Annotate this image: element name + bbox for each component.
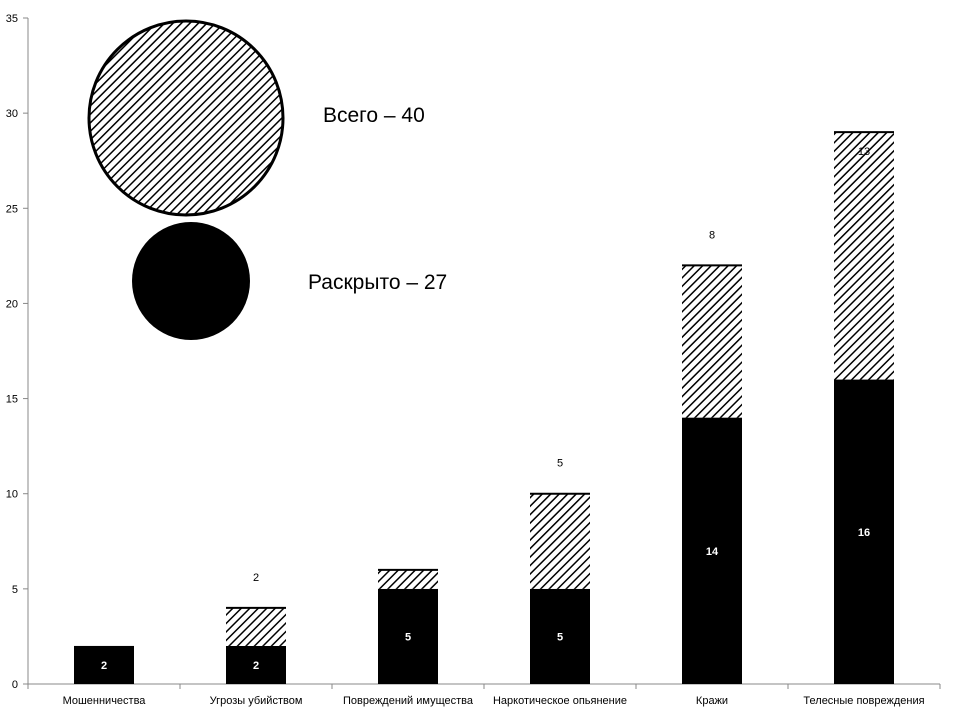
y-tick-label: 35 (6, 13, 18, 25)
bar-unsolved (378, 569, 438, 589)
legend-total-label: Всего – 40 (323, 104, 425, 127)
x-ticks (27, 684, 941, 689)
data-label-solved: 16 (858, 527, 870, 539)
bar-unsolved (530, 493, 590, 589)
bar-solved (834, 379, 894, 684)
data-label-solved: 2 (101, 660, 107, 672)
data-label-solved: 5 (557, 631, 563, 643)
bars (74, 131, 894, 684)
bar-unsolved (226, 607, 286, 646)
data-labels: 2 2 2 5 5 5 14 8 16 13 (101, 146, 870, 672)
bar-unsolved (834, 132, 894, 380)
bar-solved (378, 588, 438, 684)
bar-solved (226, 645, 286, 684)
data-label-unsolved: 8 (709, 229, 715, 241)
bar-unsolved (682, 265, 742, 418)
legend: Всего – 40 Раскрыто – 27 (87, 19, 447, 340)
y-ticks: 0 5 10 15 20 25 30 35 (6, 13, 28, 691)
category-label: Повреждений имущества (343, 695, 474, 707)
bar-solved (74, 645, 134, 684)
y-tick-label: 20 (6, 298, 18, 310)
legend-solved-label: Раскрыто – 27 (308, 271, 447, 294)
legend-total-circle (87, 19, 285, 217)
category-label: Телесные повреждения (803, 695, 924, 707)
category-label: Мошенничества (63, 695, 147, 707)
data-label-unsolved: 2 (253, 572, 259, 584)
bar-solved (682, 417, 742, 684)
y-tick-label: 30 (6, 108, 18, 120)
category-labels: Мошенничества Угрозы убийством Повреждений… (63, 695, 925, 707)
legend-solved-circle (132, 222, 250, 340)
data-label-solved: 14 (706, 546, 719, 558)
y-tick-label: 15 (6, 394, 18, 406)
y-tick-label: 0 (12, 679, 18, 691)
category-label: Угрозы убийством (210, 695, 303, 707)
category-label: Наркотическое опьянение (493, 695, 627, 707)
data-label-unsolved: 5 (557, 458, 563, 470)
data-label-unsolved: 13 (858, 146, 870, 158)
data-label-solved: 5 (405, 631, 411, 643)
bar-solved (530, 588, 590, 684)
y-tick-label: 25 (6, 203, 18, 215)
data-label-solved: 2 (253, 660, 259, 672)
y-tick-label: 10 (6, 489, 18, 501)
y-tick-label: 5 (12, 584, 18, 596)
category-label: Кражи (696, 695, 728, 707)
